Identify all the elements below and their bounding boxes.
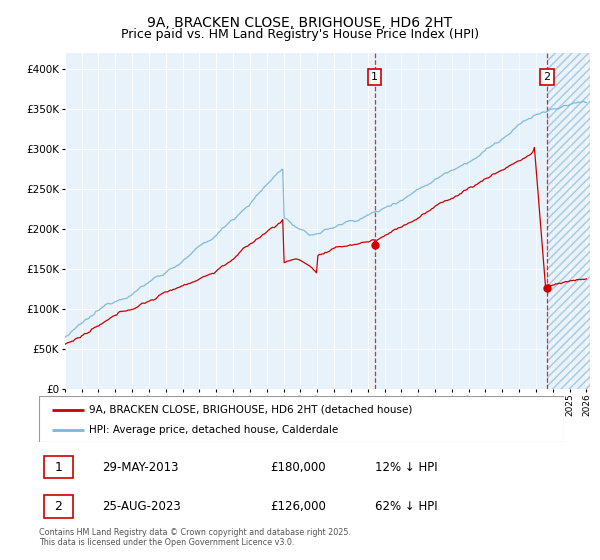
Text: 1: 1: [371, 72, 378, 82]
Bar: [375, 53, 590, 389]
Text: 62% ↓ HPI: 62% ↓ HPI: [375, 500, 437, 513]
Text: 25-AUG-2023: 25-AUG-2023: [102, 500, 181, 513]
Text: Price paid vs. HM Land Registry's House Price Index (HPI): Price paid vs. HM Land Registry's House …: [121, 28, 479, 41]
Text: 29-MAY-2013: 29-MAY-2013: [102, 460, 179, 474]
Text: 12% ↓ HPI: 12% ↓ HPI: [375, 460, 437, 474]
Text: HPI: Average price, detached house, Calderdale: HPI: Average price, detached house, Cald…: [89, 424, 338, 435]
Text: Contains HM Land Registry data © Crown copyright and database right 2025.
This d: Contains HM Land Registry data © Crown c…: [39, 528, 351, 547]
FancyBboxPatch shape: [44, 456, 73, 478]
Text: 2: 2: [544, 72, 550, 82]
Bar: [547, 53, 590, 389]
Text: 9A, BRACKEN CLOSE, BRIGHOUSE, HD6 2HT (detached house): 9A, BRACKEN CLOSE, BRIGHOUSE, HD6 2HT (d…: [89, 405, 412, 415]
Text: 2: 2: [55, 500, 62, 513]
Text: £126,000: £126,000: [270, 500, 326, 513]
Text: £180,000: £180,000: [270, 460, 326, 474]
Text: 1: 1: [55, 460, 62, 474]
FancyBboxPatch shape: [44, 495, 73, 517]
Text: 9A, BRACKEN CLOSE, BRIGHOUSE, HD6 2HT: 9A, BRACKEN CLOSE, BRIGHOUSE, HD6 2HT: [148, 16, 452, 30]
FancyBboxPatch shape: [39, 396, 564, 442]
